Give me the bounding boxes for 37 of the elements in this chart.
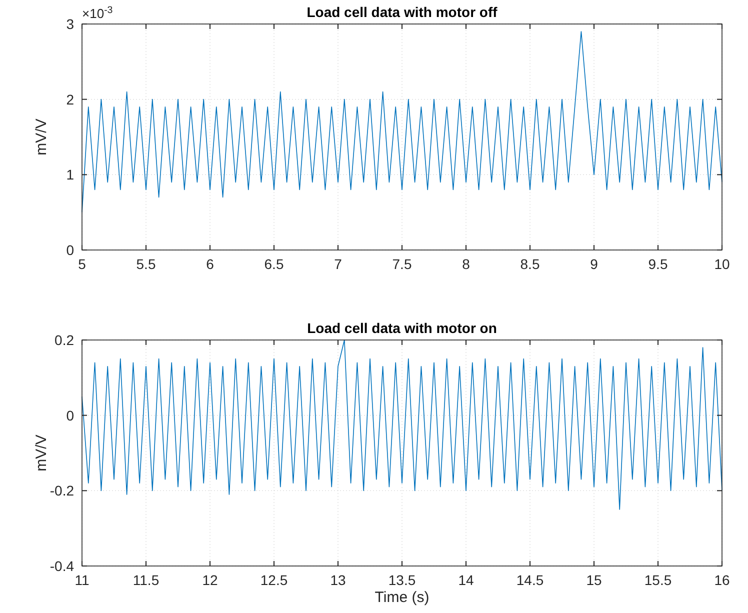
y-tick-label: 1 <box>66 166 74 183</box>
x-tick-label: 9.5 <box>648 256 668 272</box>
x-tick-label: 9 <box>590 256 598 272</box>
y-tick-label: -0.4 <box>50 558 74 574</box>
x-tick-label: 11.5 <box>132 572 160 588</box>
x-tick-label: 14 <box>458 572 474 588</box>
y-tick-label: -0.2 <box>50 482 74 499</box>
chart-title: Load cell data with motor off <box>306 4 498 20</box>
y-tick-label: 0.2 <box>54 332 74 348</box>
x-tick-label: 11 <box>74 572 90 588</box>
y-axis-title: mV/V <box>33 118 50 156</box>
x-tick-label: 6.5 <box>264 256 284 272</box>
x-tick-label: 13 <box>330 572 346 588</box>
text: ×10$^{-3}$ <box>82 4 113 21</box>
x-axis-title: Time (s) <box>374 589 430 606</box>
x-tick-label: 7 <box>334 256 342 272</box>
y-axis-title: mV/V <box>33 434 50 472</box>
y-tick-label: 0 <box>66 242 74 258</box>
x-tick-label: 12.5 <box>260 572 288 588</box>
x-tick-label: 8.5 <box>520 256 540 272</box>
x-tick-label: 6 <box>206 256 214 272</box>
x-tick-label: 15.5 <box>644 572 672 588</box>
y-tick-label: 3 <box>66 16 74 32</box>
x-tick-label: 14.5 <box>516 572 544 588</box>
x-tick-label: 5 <box>78 256 86 272</box>
y-tick-label: 2 <box>66 91 74 108</box>
x-tick-label: 13.5 <box>388 572 416 588</box>
x-tick-label: 10 <box>714 256 730 272</box>
x-tick-label: 7.5 <box>392 256 412 272</box>
line-series <box>82 340 722 510</box>
x-tick-label: 16 <box>714 572 730 588</box>
chart-title: Load cell data with motor on <box>307 320 497 336</box>
x-tick-label: 15 <box>586 572 602 588</box>
x-tick-label: 5.5 <box>136 256 156 272</box>
y-tick-label: 0 <box>66 407 74 424</box>
x-tick-label: 12 <box>202 572 218 588</box>
x-tick-label: 8 <box>462 256 470 272</box>
